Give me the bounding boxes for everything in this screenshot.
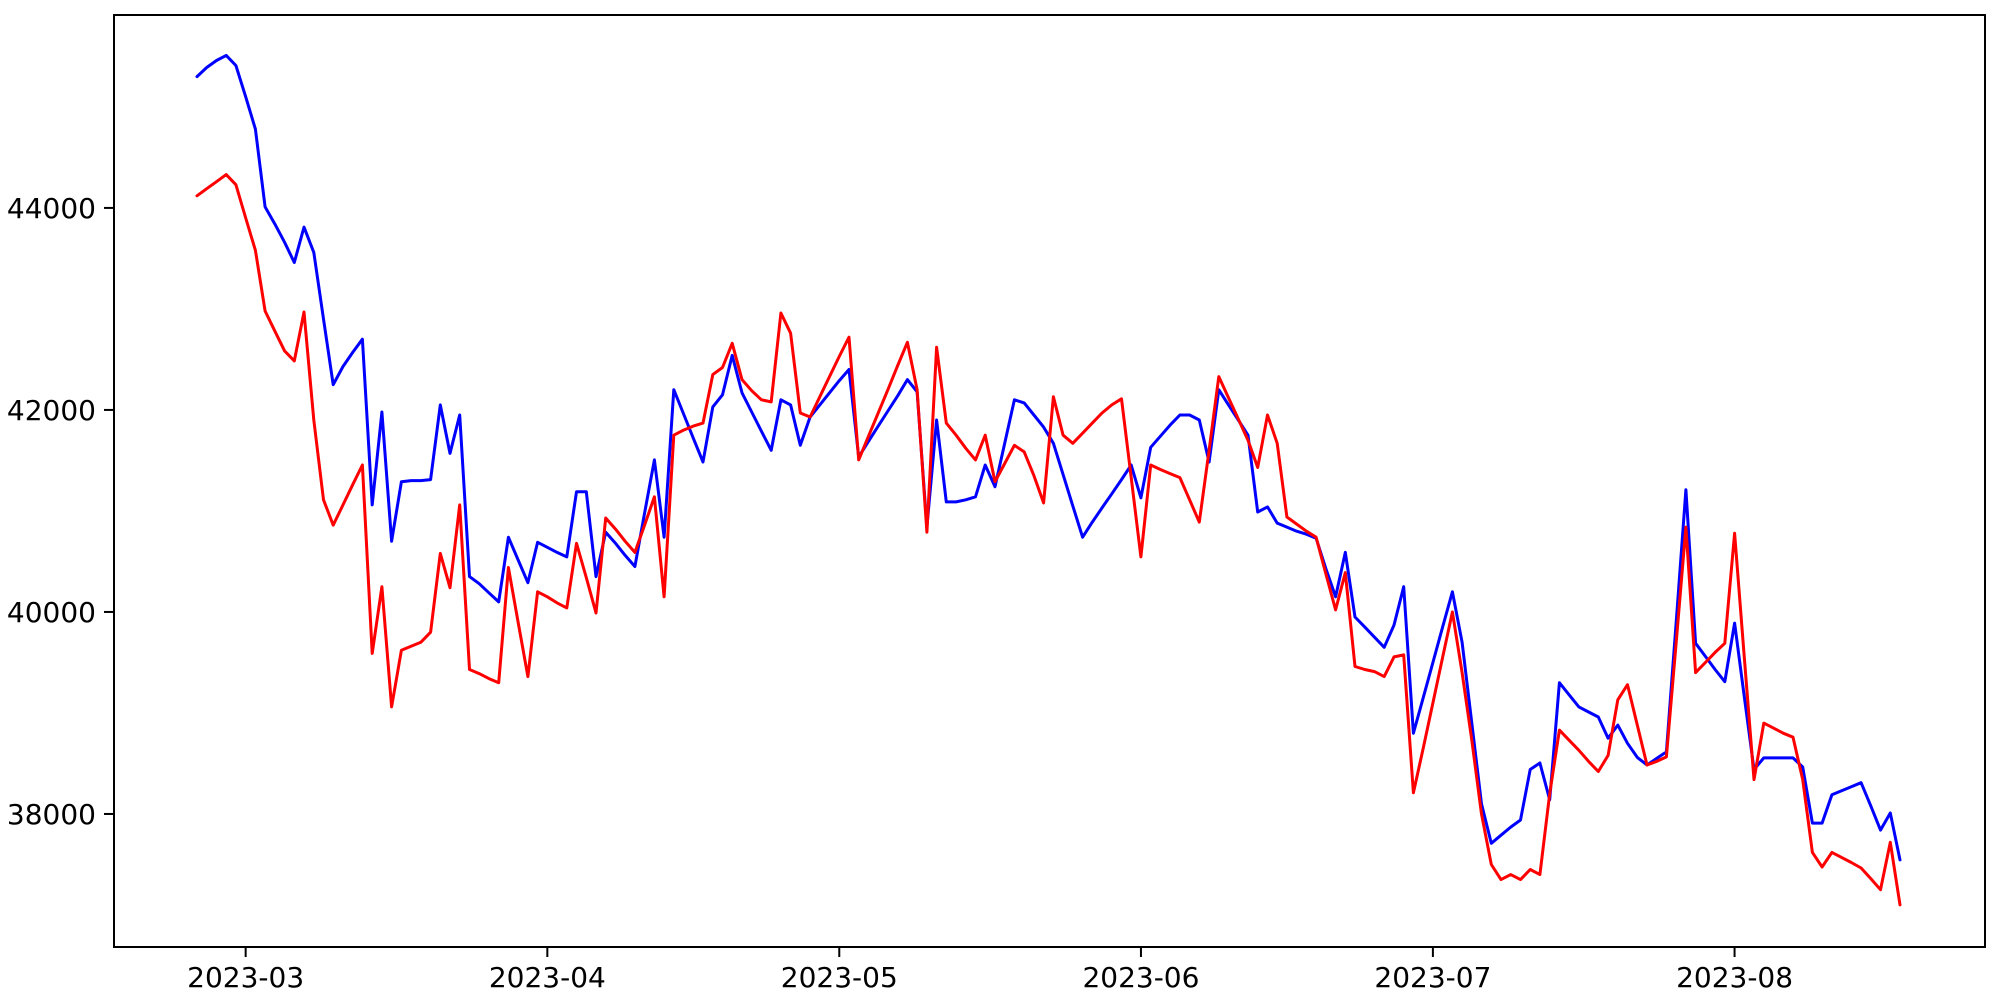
y-tick-label: 44000 (7, 192, 96, 225)
x-tick-label: 2023-07 (1374, 961, 1491, 994)
x-tick-label: 2023-04 (489, 961, 606, 994)
plot-spines (113, 14, 1986, 948)
x-tick-label: 2023-08 (1676, 961, 1793, 994)
y-tick-label: 42000 (7, 394, 96, 427)
x-tick-label: 2023-03 (187, 961, 304, 994)
x-tick-label: 2023-05 (781, 961, 898, 994)
x-axis-ticks: 2023-03 2023-04 2023-05 2023-06 2023-07 2023-… (187, 947, 1793, 994)
series-lines (195, 53, 1902, 907)
axes-border (113, 14, 1986, 948)
y-tick-label: 40000 (7, 596, 96, 629)
y-tick-label: 38000 (7, 798, 96, 831)
x-tick-label: 2023-06 (1082, 961, 1199, 994)
y-axis-ticks: 38000 40000 42000 44000 (7, 192, 114, 831)
red-series-line (195, 173, 1902, 907)
